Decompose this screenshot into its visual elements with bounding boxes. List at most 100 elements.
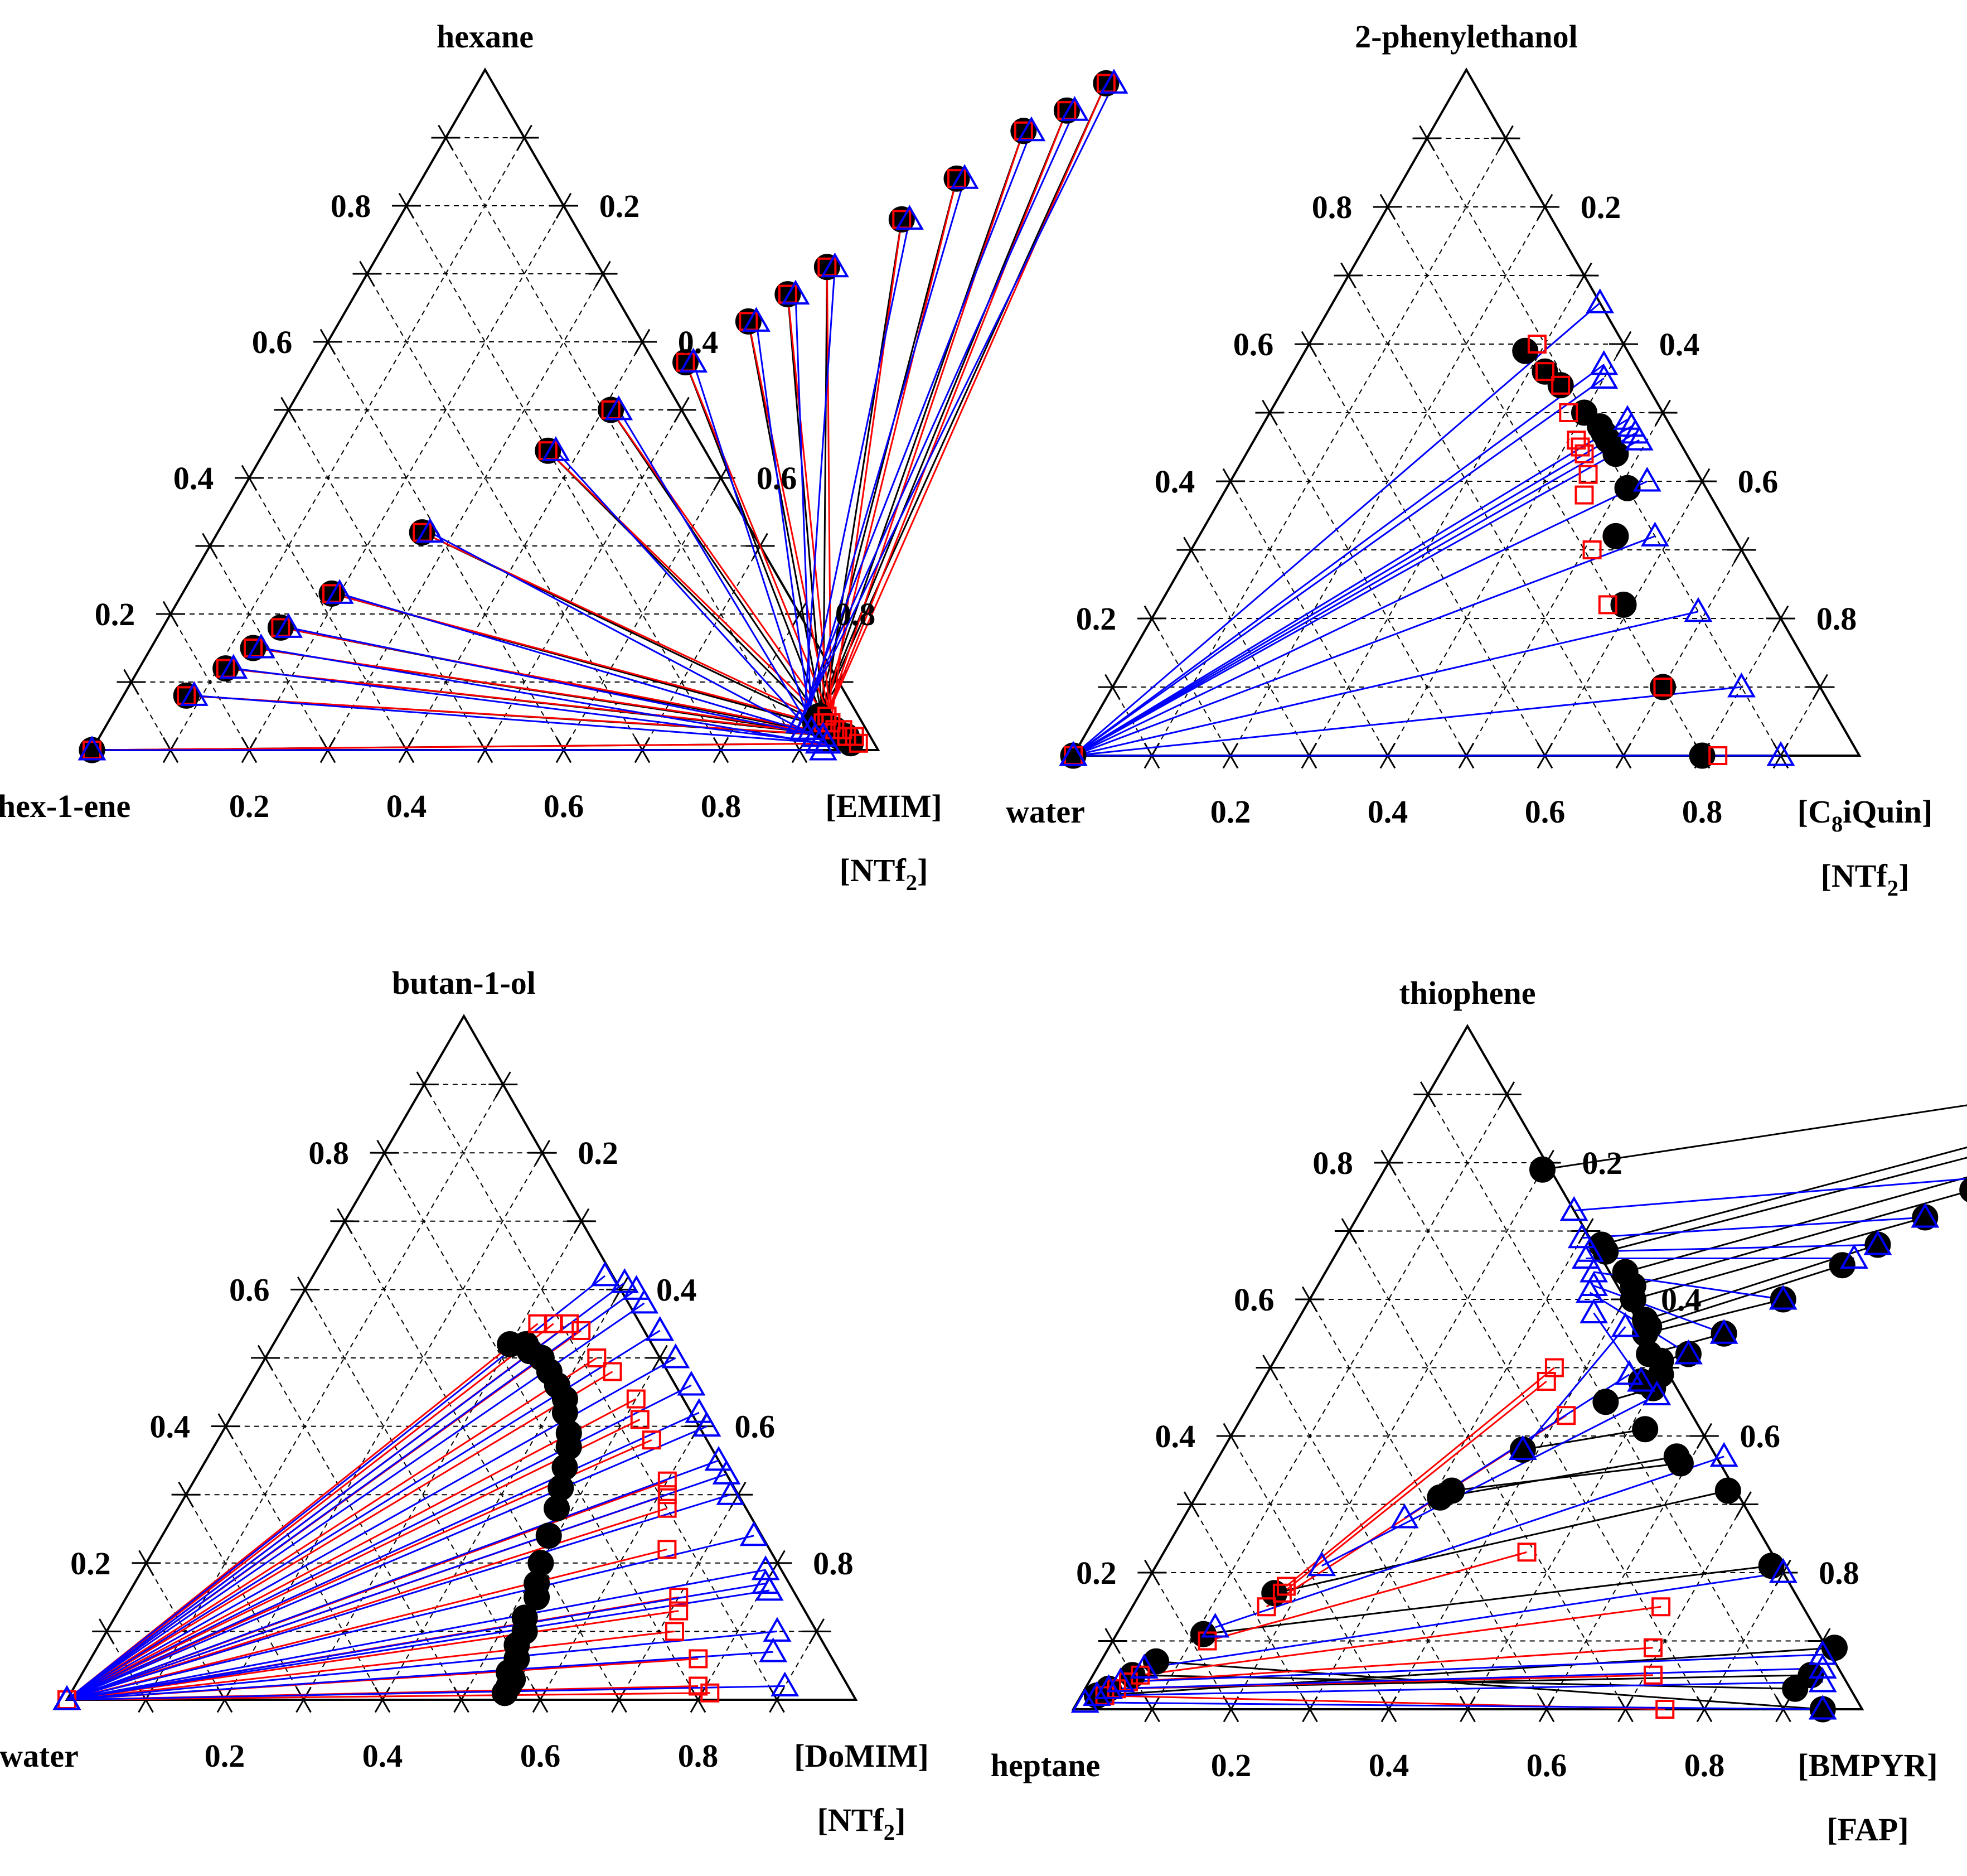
tie-lines: [1073, 302, 1781, 757]
tick-mark: [1426, 138, 1435, 152]
data-point-triangle: [1059, 741, 1088, 766]
tick-mark: [1701, 468, 1711, 482]
tick-mark: [1387, 742, 1396, 756]
axis-tick-labels: 0.2 0.2 0.8 0.4 0.4 0.6 0.6 0.6 0.4 0.8 0.8 0.2: [70, 1135, 854, 1774]
tie-line: [1593, 1285, 1724, 1335]
tie-line: [1625, 1176, 1967, 1273]
tick-mark: [1506, 1081, 1515, 1095]
data-point-triangle: [1567, 1223, 1596, 1249]
data-point-triangle: [692, 1411, 721, 1437]
data-point-triangle: [325, 579, 354, 604]
data-point-triangle: [771, 1671, 800, 1696]
tie-line: [66, 1548, 667, 1701]
grid-line: [304, 1289, 541, 1700]
tie-line: [194, 694, 827, 744]
tick-mark: [618, 1699, 627, 1713]
tick-mark: [162, 750, 172, 763]
data-point-square: [837, 727, 856, 746]
data-point-square: [1653, 678, 1673, 697]
grid-line: [1190, 549, 1310, 756]
left-axis-tick-label: 0.8: [1312, 1145, 1353, 1181]
tie-line: [288, 626, 823, 738]
data-point-circle: [1532, 358, 1558, 385]
bottom-axis-tick-label: 0.6: [1527, 1747, 1567, 1783]
data-point-triangle: [1769, 1558, 1798, 1583]
data-point-circle: [1592, 1389, 1619, 1415]
tick-mark: [319, 328, 329, 342]
right-vertex-label: [DoMIM]: [794, 1738, 929, 1774]
data-point-square: [1557, 1406, 1576, 1425]
tick-mark: [1467, 1696, 1476, 1710]
data-point-circle: [1714, 1477, 1741, 1504]
tie-line: [66, 1493, 731, 1701]
right-axis-tick-label: 0.2: [599, 188, 640, 224]
bottom-axis-tick-label: 0.4: [386, 788, 427, 824]
data-point-triangle: [1590, 350, 1619, 375]
tick-mark: [1190, 549, 1199, 563]
tick-mark: [1387, 755, 1396, 769]
tie-line: [66, 1323, 554, 1701]
grid-line: [145, 1084, 504, 1700]
tick-mark: [477, 737, 486, 751]
data-point-triangle: [1580, 1257, 1609, 1283]
tick-mark: [1144, 755, 1153, 769]
grid-line: [1151, 138, 1506, 756]
tick-mark: [690, 1699, 699, 1713]
tick-mark: [280, 397, 289, 410]
left-axis-tick-label: 0.4: [1155, 463, 1195, 500]
tick-mark: [477, 750, 486, 763]
data-point-circle: [1512, 337, 1539, 364]
tick-mark: [1696, 1696, 1706, 1710]
data-point-square: [1574, 485, 1594, 505]
tick-mark: [1380, 1149, 1389, 1163]
tick-mark: [1151, 755, 1160, 769]
data-point-square: [1276, 1577, 1296, 1596]
tick-mark: [563, 750, 572, 763]
tick-mark: [405, 750, 415, 763]
tick-mark: [555, 750, 565, 763]
tick-mark: [1617, 1709, 1626, 1723]
tick-mark: [1388, 1162, 1397, 1176]
tick-mark: [1379, 194, 1389, 207]
tick-mark: [398, 737, 408, 751]
tie-line: [1632, 1191, 1967, 1287]
tie-line: [692, 362, 812, 730]
tick-mark: [1348, 1230, 1358, 1244]
data-point-triangle: [1684, 597, 1713, 622]
left-axis-tick-label: 0.4: [1155, 1418, 1196, 1454]
data-point-triangle: [739, 1521, 768, 1546]
grid-line: [1230, 206, 1546, 756]
tick-mark: [1144, 1709, 1153, 1723]
data-point-triangle: [1390, 1503, 1419, 1529]
tick-mark: [1222, 742, 1232, 756]
data-point-triangle: [677, 1371, 706, 1396]
tick-mark: [1112, 686, 1121, 700]
tie-line: [555, 450, 816, 737]
grid-line: [1151, 1094, 1508, 1710]
tick-mark: [1615, 755, 1625, 769]
tick-mark: [1694, 481, 1703, 495]
tick-mark: [659, 1345, 668, 1358]
tick-mark: [634, 341, 643, 355]
tick-mark: [1144, 605, 1153, 619]
tick-mark: [1546, 1709, 1555, 1723]
tick-mark: [602, 260, 611, 274]
grid-line: [1466, 412, 1664, 756]
right-vertex-label: [C8iQuin]: [1798, 794, 1933, 837]
tie-line: [818, 83, 1107, 717]
tick-mark: [1499, 1094, 1508, 1108]
tick-mark: [146, 1563, 154, 1577]
tick-mark: [130, 681, 139, 695]
bottom-axis-tick-label: 0.8: [1682, 794, 1723, 830]
data-point-triangle: [52, 1685, 81, 1710]
data-point-circle: [1689, 742, 1716, 769]
grid-line: [423, 1084, 778, 1700]
tick-mark: [178, 1481, 187, 1495]
data-point-square: [1582, 540, 1602, 559]
tie-line: [66, 1459, 719, 1701]
tie-line: [1274, 1490, 1728, 1594]
tie-line: [66, 1630, 675, 1701]
ternary-panel-thiophene: 0.2 0.2 0.8 0.4 0.4 0.6 0.6 0.6 0.4 0.8 0.8 0.2 thio…: [991, 975, 1967, 1848]
data-point-triangle: [610, 1268, 639, 1293]
data-point-circle: [1614, 475, 1641, 501]
